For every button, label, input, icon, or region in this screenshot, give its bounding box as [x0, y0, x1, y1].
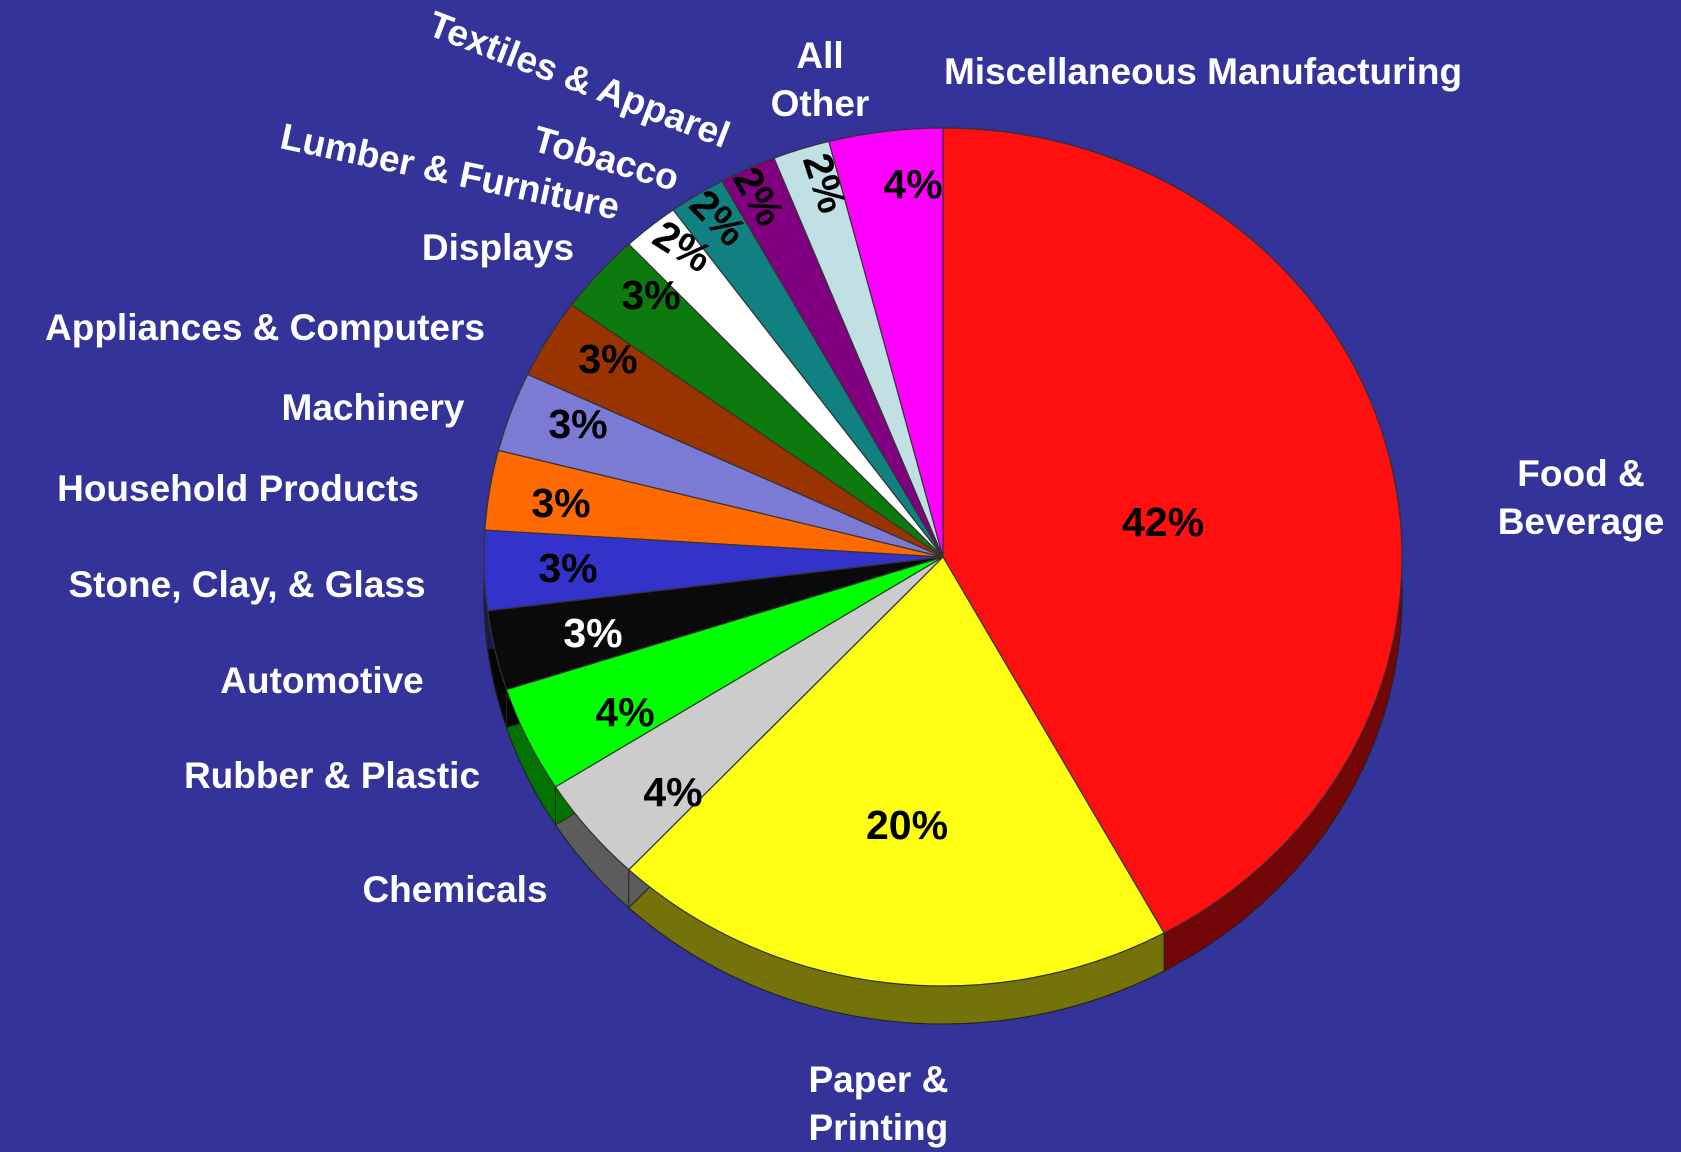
category-label: Machinery	[281, 387, 465, 428]
category-label: Appliances & Computers	[45, 307, 485, 348]
category-label: Stone, Clay, & Glass	[68, 564, 426, 605]
category-label: Household Products	[57, 468, 419, 509]
data-label: 4%	[643, 769, 702, 815]
slice	[942, 127, 1403, 934]
slice	[828, 127, 944, 558]
data-label: 3%	[621, 272, 680, 318]
data-label: 3%	[531, 480, 590, 526]
data-label: 42%	[1122, 499, 1204, 545]
category-label: Displays	[421, 227, 575, 268]
data-label: 4%	[595, 689, 654, 735]
category-label: Miscellaneous Manufacturing	[943, 51, 1463, 92]
data-label: 3%	[578, 336, 637, 382]
data-label: 4%	[883, 161, 942, 207]
category-label: Food & Beverage	[1497, 453, 1665, 542]
category-label: Paper & Printing	[808, 1059, 949, 1148]
category-label: Chemicals	[362, 869, 548, 910]
data-label: 20%	[866, 802, 948, 848]
data-label: 3%	[548, 401, 607, 447]
category-label: All Other	[770, 35, 870, 124]
category-label: Automotive	[220, 660, 424, 701]
category-label: Rubber & Plastic	[183, 755, 481, 796]
slice	[627, 556, 1165, 987]
data-label: 3%	[563, 610, 622, 656]
data-label: 3%	[538, 545, 597, 591]
